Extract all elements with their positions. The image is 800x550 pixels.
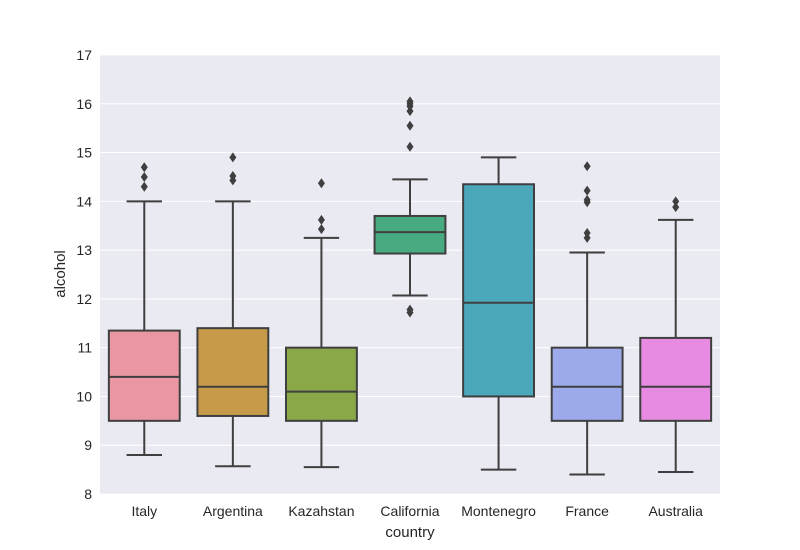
box-france [550, 161, 624, 476]
y-axis-label: alcohol [52, 250, 69, 298]
box-body [550, 346, 624, 422]
outlier-point [140, 181, 148, 192]
box-italy [107, 162, 181, 456]
outlier-point [229, 152, 237, 163]
x-tick-label: France [565, 503, 609, 519]
box-body [107, 329, 181, 422]
outlier-point [317, 224, 325, 235]
box-body [196, 327, 270, 417]
y-tick-label: 15 [76, 145, 92, 161]
boxes [107, 96, 713, 476]
outlier-point [583, 161, 591, 172]
y-tick-label: 14 [76, 193, 92, 209]
y-tick-label: 12 [76, 291, 92, 307]
y-tick-label: 17 [76, 47, 92, 63]
outlier-point [583, 194, 591, 205]
x-tick-label: Australia [648, 503, 703, 519]
outlier-point [140, 162, 148, 173]
outlier-point [406, 96, 414, 107]
outlier-point [406, 304, 414, 315]
box-montenegro [462, 156, 535, 471]
box-body [639, 336, 713, 422]
y-tick-label: 8 [84, 486, 92, 502]
y-tick-label: 16 [76, 96, 92, 112]
box-australia [639, 196, 713, 474]
x-tick-label: Italy [131, 503, 157, 519]
box-body [373, 214, 447, 255]
box-body [462, 183, 535, 398]
y-tick-label: 13 [76, 242, 92, 258]
box-kazahstan [285, 178, 358, 469]
x-tick-labels: Italy Argentina Kazahstan California Montene… [131, 503, 703, 519]
box-argentina [196, 152, 270, 468]
box-california [373, 96, 447, 318]
x-tick-label: Argentina [203, 503, 263, 519]
outlier-point [583, 228, 591, 239]
outlier-point [583, 185, 591, 196]
x-axis-label: country [385, 524, 435, 541]
y-tick-label: 9 [84, 437, 92, 453]
outlier-point [672, 196, 680, 207]
outlier-point [406, 141, 414, 152]
outlier-point [672, 202, 680, 213]
y-tick-label: 11 [77, 340, 92, 356]
x-tick-label: California [380, 503, 439, 519]
x-tick-label: Kazahstan [288, 503, 354, 519]
outlier-point [317, 214, 325, 225]
outlier-point [406, 120, 414, 131]
y-tick-labels: 8 9 10 11 12 13 14 15 16 17 [76, 47, 92, 502]
outlier-point [229, 170, 237, 181]
x-tick-label: Montenegro [461, 503, 536, 519]
y-tick-label: 10 [76, 388, 92, 404]
box-body [285, 346, 358, 422]
outlier-point [317, 178, 325, 189]
outlier-point [140, 171, 148, 182]
